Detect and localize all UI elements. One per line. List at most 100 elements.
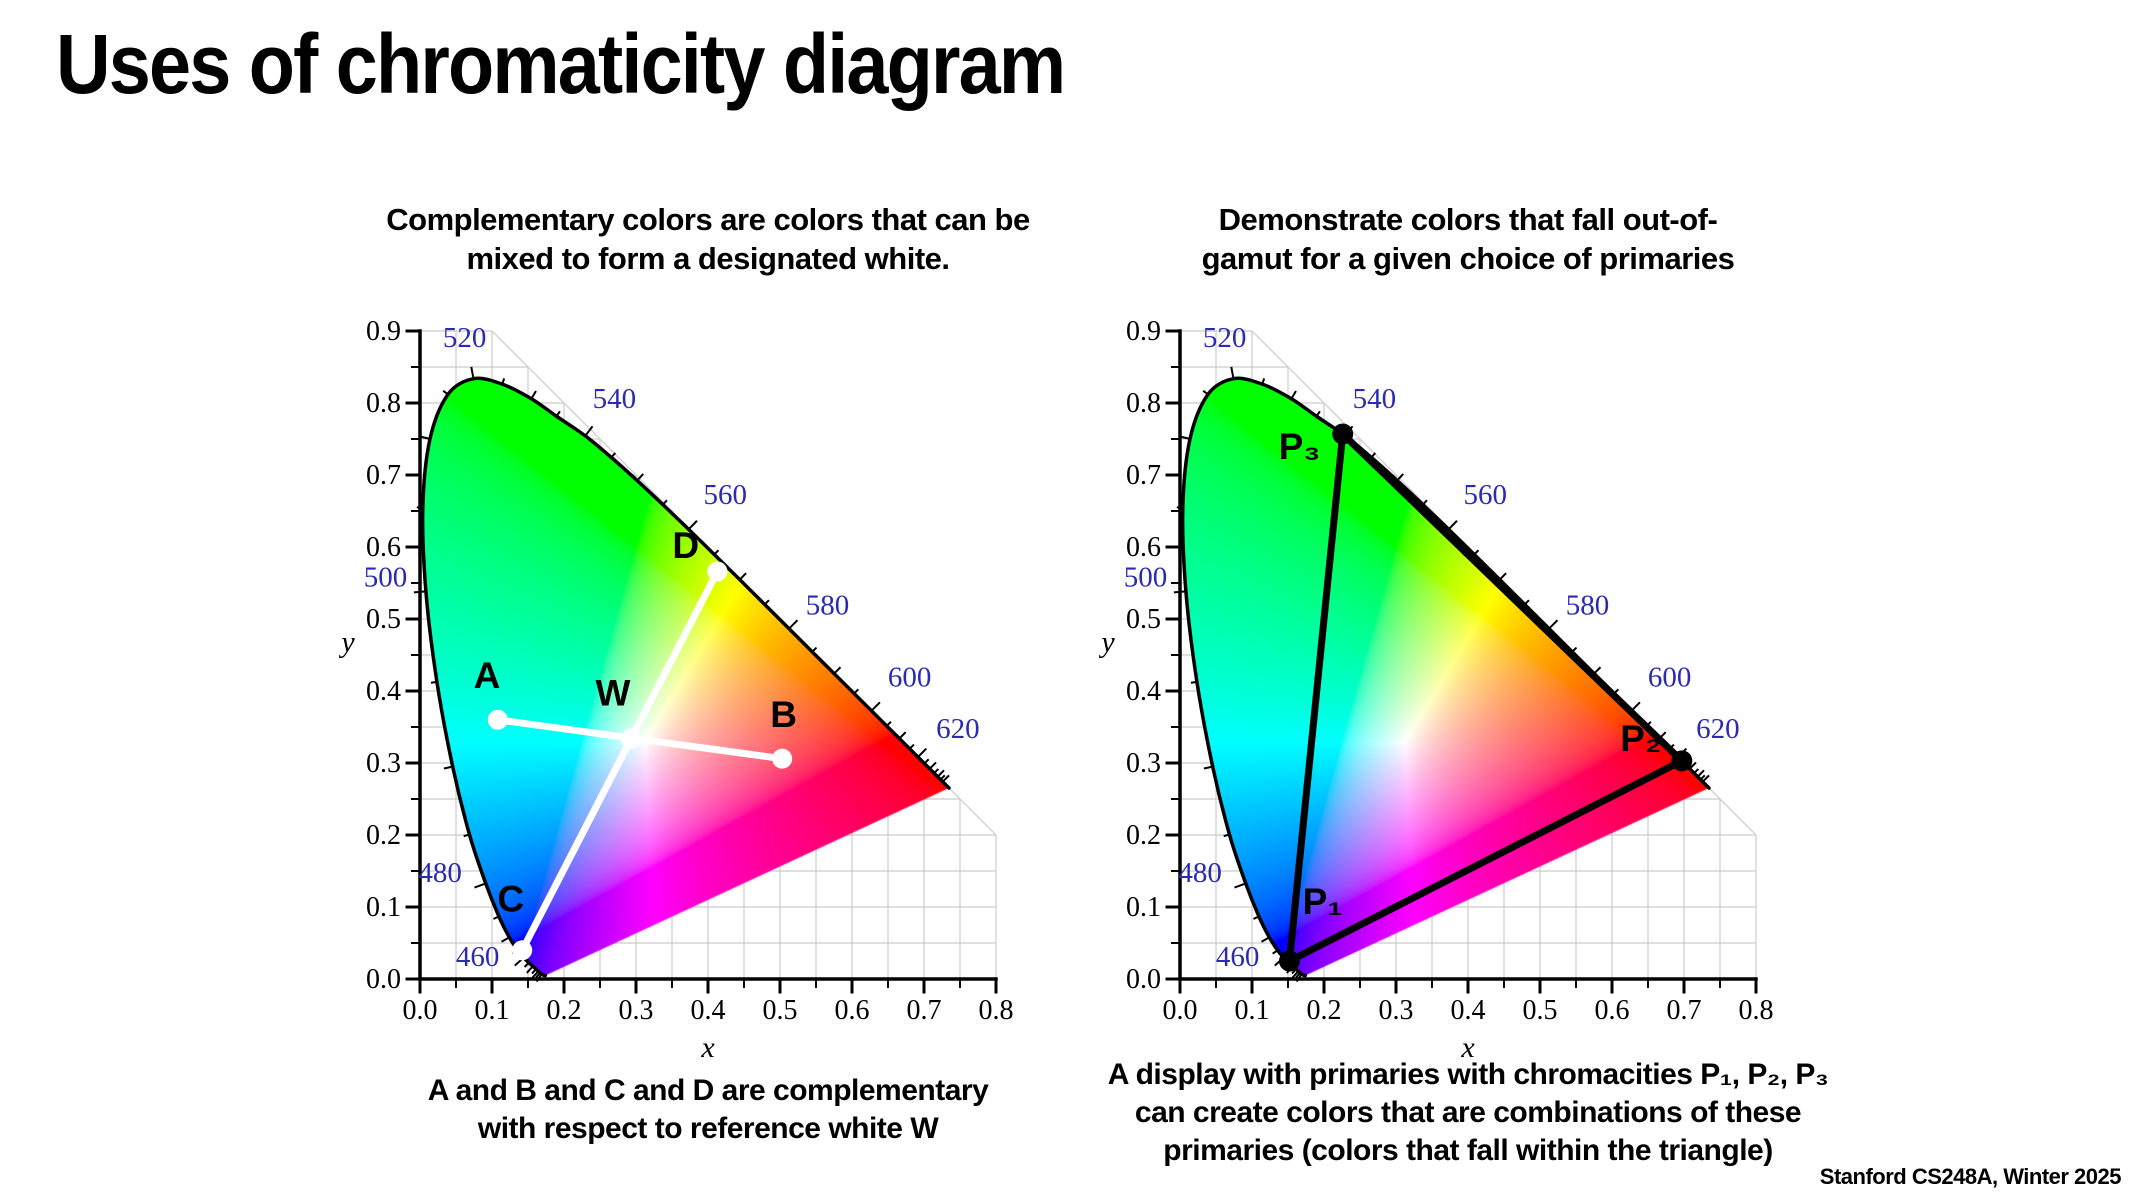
wavelength-tick bbox=[1370, 452, 1377, 459]
wavelength-label-540: 540 bbox=[1353, 383, 1397, 415]
point-label-B: B bbox=[770, 694, 797, 735]
wavelength-label-580: 580 bbox=[1566, 590, 1610, 622]
wavelength-tick bbox=[908, 743, 915, 750]
wavelength-tick bbox=[1253, 915, 1260, 920]
x-tick-label: 0.2 bbox=[547, 995, 582, 1026]
point-label-C: C bbox=[497, 878, 524, 919]
caption-line: can create colors that are combinations … bbox=[1134, 1096, 1802, 1129]
y-axis-label: y bbox=[338, 625, 355, 658]
data-point-P1 bbox=[1278, 950, 1300, 972]
wavelength-tick bbox=[928, 761, 937, 770]
y-tick-label: 0.9 bbox=[366, 316, 401, 347]
wavelength-tick bbox=[1223, 833, 1230, 838]
wavelength-tick bbox=[523, 961, 530, 968]
wavelength-tick bbox=[501, 378, 506, 385]
wavelength-tick bbox=[898, 731, 907, 740]
wavelength-label-500: 500 bbox=[364, 562, 408, 594]
y-tick-label: 0.0 bbox=[1126, 964, 1161, 995]
wavelength-tick bbox=[1396, 473, 1404, 482]
wavelength-label-620: 620 bbox=[936, 713, 980, 745]
wavelength-tick bbox=[853, 688, 860, 695]
x-tick-label: 0.8 bbox=[979, 995, 1014, 1026]
wavelength-tick bbox=[463, 833, 470, 838]
point-label-A: A bbox=[474, 655, 501, 696]
wavelength-tick bbox=[739, 572, 747, 581]
wavelength-label-460: 460 bbox=[1216, 941, 1260, 973]
segment-P3-P1 bbox=[1285, 430, 1347, 965]
wavelength-tick bbox=[917, 747, 928, 758]
wavelength-tick bbox=[1693, 768, 1700, 774]
wavelength-tick bbox=[687, 520, 698, 531]
y-tick-label: 0.7 bbox=[366, 460, 401, 491]
wavelength-tick bbox=[584, 425, 594, 437]
wavelength-tick bbox=[636, 473, 644, 482]
wavelength-tick bbox=[1548, 619, 1559, 630]
x-tick-label: 0.4 bbox=[1451, 995, 1486, 1026]
point-label-W: W bbox=[595, 672, 630, 713]
annotation-lines bbox=[1285, 430, 1686, 965]
wavelength-tick bbox=[526, 965, 534, 974]
x-tick-label: 0.8 bbox=[1739, 995, 1774, 1026]
y-tick-label: 0.3 bbox=[1126, 748, 1161, 779]
wavelength-tick bbox=[493, 915, 500, 920]
wavelength-tick bbox=[942, 774, 950, 783]
wavelength-tick bbox=[939, 774, 946, 781]
y-axis-label: y bbox=[1098, 625, 1115, 658]
wavelength-tick bbox=[1473, 549, 1480, 556]
x-tick-label: 0.1 bbox=[1235, 995, 1270, 1026]
x-tick-label: 0.5 bbox=[763, 995, 798, 1026]
wavelength-tick bbox=[531, 968, 537, 975]
wavelength-tick bbox=[662, 499, 668, 506]
wavelength-tick bbox=[936, 769, 945, 778]
wavelength-tick bbox=[1295, 972, 1301, 978]
wavelength-label-620: 620 bbox=[1696, 713, 1740, 745]
wavelength-tick bbox=[1696, 769, 1705, 778]
y-tick-label: 0.2 bbox=[366, 820, 401, 851]
wavelength-tick bbox=[555, 410, 561, 417]
data-point-P3 bbox=[1332, 423, 1354, 445]
point-label-P1: P₁ bbox=[1303, 881, 1343, 922]
x-tick-label: 0.3 bbox=[1379, 995, 1414, 1026]
segment-C-D bbox=[518, 567, 721, 954]
y-tick-label: 0.6 bbox=[366, 532, 401, 563]
wavelength-tick bbox=[833, 666, 842, 675]
wavelength-tick bbox=[1315, 410, 1321, 417]
point-label-P2: P₂ bbox=[1620, 718, 1661, 759]
wavelength-tick bbox=[470, 366, 475, 379]
wavelength-tick bbox=[535, 973, 543, 983]
wavelength-tick bbox=[1688, 761, 1697, 770]
heading-line: gamut for a given choice of primaries bbox=[1201, 241, 1735, 276]
y-tick-label: 0.7 bbox=[1126, 460, 1161, 491]
wavelength-tick bbox=[610, 452, 617, 459]
x-tick-label: 0.0 bbox=[403, 995, 438, 1026]
wavelength-tick bbox=[1447, 520, 1458, 531]
y-tick-label: 0.5 bbox=[1126, 604, 1161, 635]
y-tick-label: 0.8 bbox=[1126, 388, 1161, 419]
y-tick-label: 0.5 bbox=[366, 604, 401, 635]
y-tick-label: 0.1 bbox=[1126, 892, 1161, 923]
wavelength-tick bbox=[535, 972, 541, 978]
wavelength-tick bbox=[764, 599, 770, 606]
y-tick-label: 0.3 bbox=[366, 748, 401, 779]
x-axis-label: x bbox=[700, 1031, 715, 1058]
y-tick-label: 0.2 bbox=[1126, 820, 1161, 851]
heading-line: Complementary colors are colors that can… bbox=[386, 202, 1030, 237]
wavelength-label-600: 600 bbox=[1648, 662, 1692, 694]
x-tick-label: 0.3 bbox=[619, 995, 654, 1026]
spectral-locus-outline bbox=[1180, 376, 1711, 978]
wavelength-label-500: 500 bbox=[1124, 562, 1168, 594]
segment-P1-P2 bbox=[1285, 757, 1686, 965]
y-tick-label: 0.4 bbox=[1126, 676, 1161, 707]
left-panel-caption: A and B and C and D are complementary wi… bbox=[298, 1072, 1118, 1148]
wavelength-tick bbox=[713, 549, 720, 556]
y-tick-label: 0.8 bbox=[366, 388, 401, 419]
wavelength-tick bbox=[923, 758, 930, 765]
right-panel-caption: A display with primaries with chromaciti… bbox=[1058, 1056, 1878, 1170]
wavelength-tick bbox=[1422, 499, 1428, 506]
data-point-D bbox=[707, 561, 728, 582]
wavelength-tick bbox=[1234, 882, 1247, 889]
wavelength-label-460: 460 bbox=[456, 941, 500, 973]
chromaticity-diagram-gamut: 0.0 0.1 0.2 0.3 0.4 0.5 0.6 0.7 0.8 0.0 0.1 0.2 0.3 0… bbox=[1080, 313, 1796, 1058]
wavelength-tick bbox=[474, 882, 487, 889]
